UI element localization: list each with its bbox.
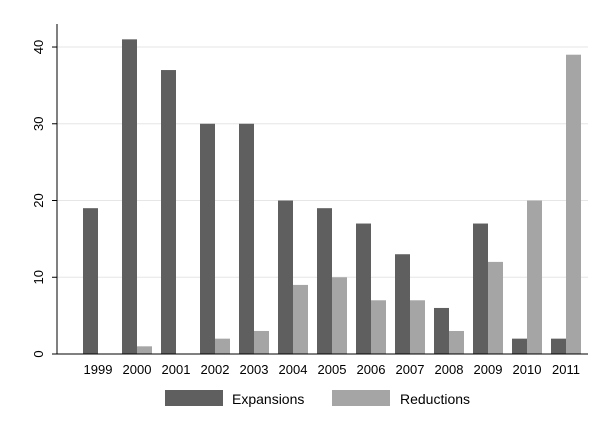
x-tick-label: 2000	[123, 362, 152, 377]
bar-reductions-2003	[254, 330, 269, 354]
bar-expansions-2010	[512, 338, 527, 354]
x-tick-label: 2006	[357, 362, 386, 377]
bar-reductions-2011	[566, 54, 581, 355]
legend-swatch-reductions	[332, 390, 390, 406]
x-tick-label: 2005	[318, 362, 347, 377]
y-tick-label: 20	[31, 193, 46, 207]
bar-expansions-2009	[473, 223, 488, 354]
bars	[83, 39, 581, 355]
bar-reductions-2009	[488, 261, 503, 354]
legend-label-reductions: Reductions	[400, 391, 470, 407]
bar-expansions-2002	[200, 123, 215, 354]
x-tick-label: 2007	[396, 362, 425, 377]
axes: 0 10 20 30 40 1999 2000 2001 2002 2003 2004 2005 200…	[31, 24, 588, 377]
x-tick-label: 2001	[162, 362, 191, 377]
y-tick-label: 10	[31, 270, 46, 284]
bar-expansions-2000	[122, 39, 137, 354]
y-tick-label: 40	[31, 40, 46, 54]
bar-reductions-2007	[410, 300, 425, 354]
bar-expansions-1999	[83, 208, 98, 354]
bar-reductions-2004	[293, 284, 308, 354]
y-tick-label: 0	[31, 350, 46, 357]
bar-expansions-2001	[161, 70, 176, 354]
bar-reductions-2002	[215, 338, 230, 354]
x-tick-label: 2004	[279, 362, 308, 377]
legend-swatch-expansions	[165, 390, 223, 406]
y-tick-label: 30	[31, 117, 46, 131]
bar-expansions-2005	[317, 208, 332, 354]
x-tick-label: 2009	[474, 362, 503, 377]
bar-expansions-2006	[356, 223, 371, 354]
bar-reductions-2005	[332, 277, 347, 354]
bar-reductions-2006	[371, 300, 386, 354]
x-tick-label: 2010	[513, 362, 542, 377]
bar-expansions-2011	[551, 338, 566, 354]
legend-label-expansions: Expansions	[232, 391, 304, 407]
bar-expansions-2007	[395, 254, 410, 354]
bar-reductions-2000	[137, 346, 152, 354]
bar-expansions-2003	[239, 123, 254, 354]
x-tick-label: 2002	[201, 362, 230, 377]
legend: Expansions Reductions	[165, 390, 470, 407]
bar-expansions-2004	[278, 200, 293, 354]
bar-reductions-2010	[527, 200, 542, 354]
x-tick-label: 2008	[435, 362, 464, 377]
x-tick-label: 1999	[84, 362, 113, 377]
x-tick-label: 2003	[240, 362, 269, 377]
bar-expansions-2008	[434, 307, 449, 354]
x-tick-label: 2011	[552, 362, 580, 377]
bar-reductions-2008	[449, 330, 464, 354]
